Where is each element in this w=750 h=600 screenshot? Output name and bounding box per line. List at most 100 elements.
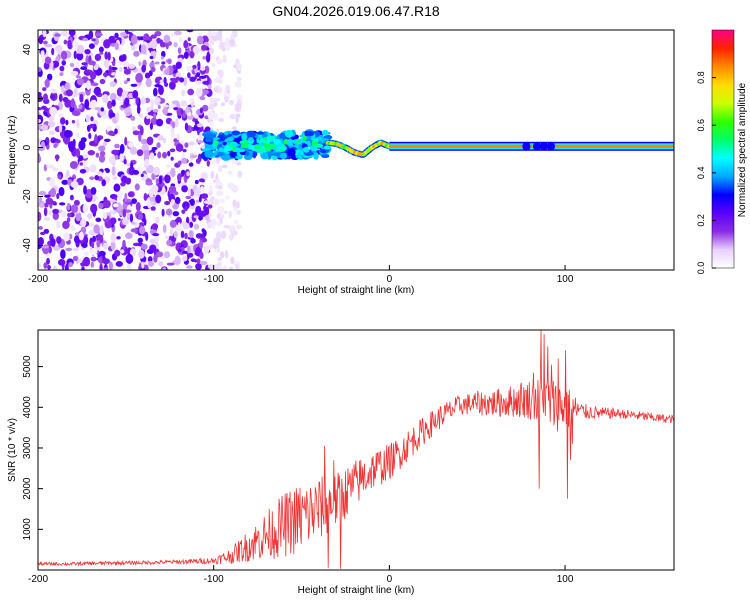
tone-cell [284,129,294,138]
noise-cell [149,55,154,60]
noise-cell [163,77,167,84]
noise-cell [232,199,237,209]
noise-cell [92,235,97,243]
noise-cell [70,225,76,231]
noise-cell [183,76,188,87]
noise-cell [129,248,137,257]
noise-cell [135,202,141,212]
x-tick-label: -100 [204,274,224,285]
noise-cell [110,92,117,102]
noise-cell [143,149,150,156]
noise-cell [99,263,103,270]
noise-cell [189,76,196,82]
noise-cell [45,197,54,205]
noise-cell [112,60,116,67]
noise-cell [236,77,242,81]
noise-cell [115,112,120,122]
noise-cell [157,135,164,141]
noise-cell [172,80,179,83]
noise-cell [99,151,106,157]
tone-cell [241,133,248,141]
noise-cell [131,221,136,225]
noise-cell [44,194,51,198]
noise-cell [118,47,122,52]
noise-cell [225,195,230,200]
noise-cell [123,159,127,165]
noise-cell [189,205,196,210]
x-tick-label: 100 [557,274,574,285]
y-tick-label: 4000 [22,396,33,419]
noise-cell [154,234,159,243]
colorbar-tick-label: 0.4 [696,167,706,180]
noise-cell [64,83,70,90]
noise-cell [168,185,177,194]
noise-cell [91,197,96,203]
noise-cell [131,34,138,45]
noise-cell [52,265,58,270]
noise-cell [79,93,84,103]
noise-cell [153,166,161,176]
noise-cell [118,55,126,62]
noise-cell [43,40,48,45]
noise-cell [208,213,213,218]
noise-cell [194,179,199,185]
noise-cell [104,51,108,60]
noise-cell [152,108,159,113]
noise-cell [132,170,140,175]
noise-cell [100,107,105,112]
noise-cell [200,186,204,194]
noise-cell [150,117,158,125]
noise-cell [167,150,171,157]
noise-cell [217,257,222,262]
noise-cell [137,237,143,244]
noise-cell [165,208,173,216]
noise-cell [160,56,164,60]
noise-cell [109,112,116,118]
noise-cell [136,149,144,157]
noise-cell [102,211,108,220]
noise-cell [236,161,242,166]
noise-cell [138,61,142,66]
noise-cell [174,255,181,266]
noise-cell [119,153,124,162]
noise-cell [130,45,136,51]
noise-cell [99,78,106,85]
tone-cell [522,141,531,151]
noise-cell [43,262,48,269]
noise-cell [173,230,178,238]
noise-cell [90,71,97,80]
noise-cell [83,251,89,257]
noise-cell [59,202,66,206]
noise-cell [229,113,236,120]
noise-cell [183,51,189,59]
noise-cell [68,261,73,268]
noise-cell [82,37,89,42]
tone-cell [254,144,262,150]
tone-cell [216,134,226,142]
spectrogram-x-label: Height of straight line (km) [298,285,415,296]
noise-cell [49,106,58,116]
noise-cell [49,177,56,188]
noise-cell [182,148,187,153]
noise-cell [211,159,217,165]
noise-cell [182,201,190,210]
noise-cell [144,97,151,103]
noise-cell [103,72,108,78]
noise-cell [149,244,157,253]
noise-cell [197,61,201,71]
noise-cell [82,203,89,214]
noise-cell [40,141,46,150]
noise-cell [166,164,171,168]
noise-cell [38,237,44,246]
noise-cell [111,99,116,107]
noise-cell [80,137,87,143]
noise-cell [56,221,61,229]
noise-cell [93,89,100,94]
noise-cell [158,261,164,267]
y-tick-label: -40 [22,238,33,253]
noise-cell [85,114,91,123]
noise-cell [96,171,103,177]
noise-cell [196,123,204,128]
noise-cell [125,232,133,239]
noise-cell [231,187,239,192]
